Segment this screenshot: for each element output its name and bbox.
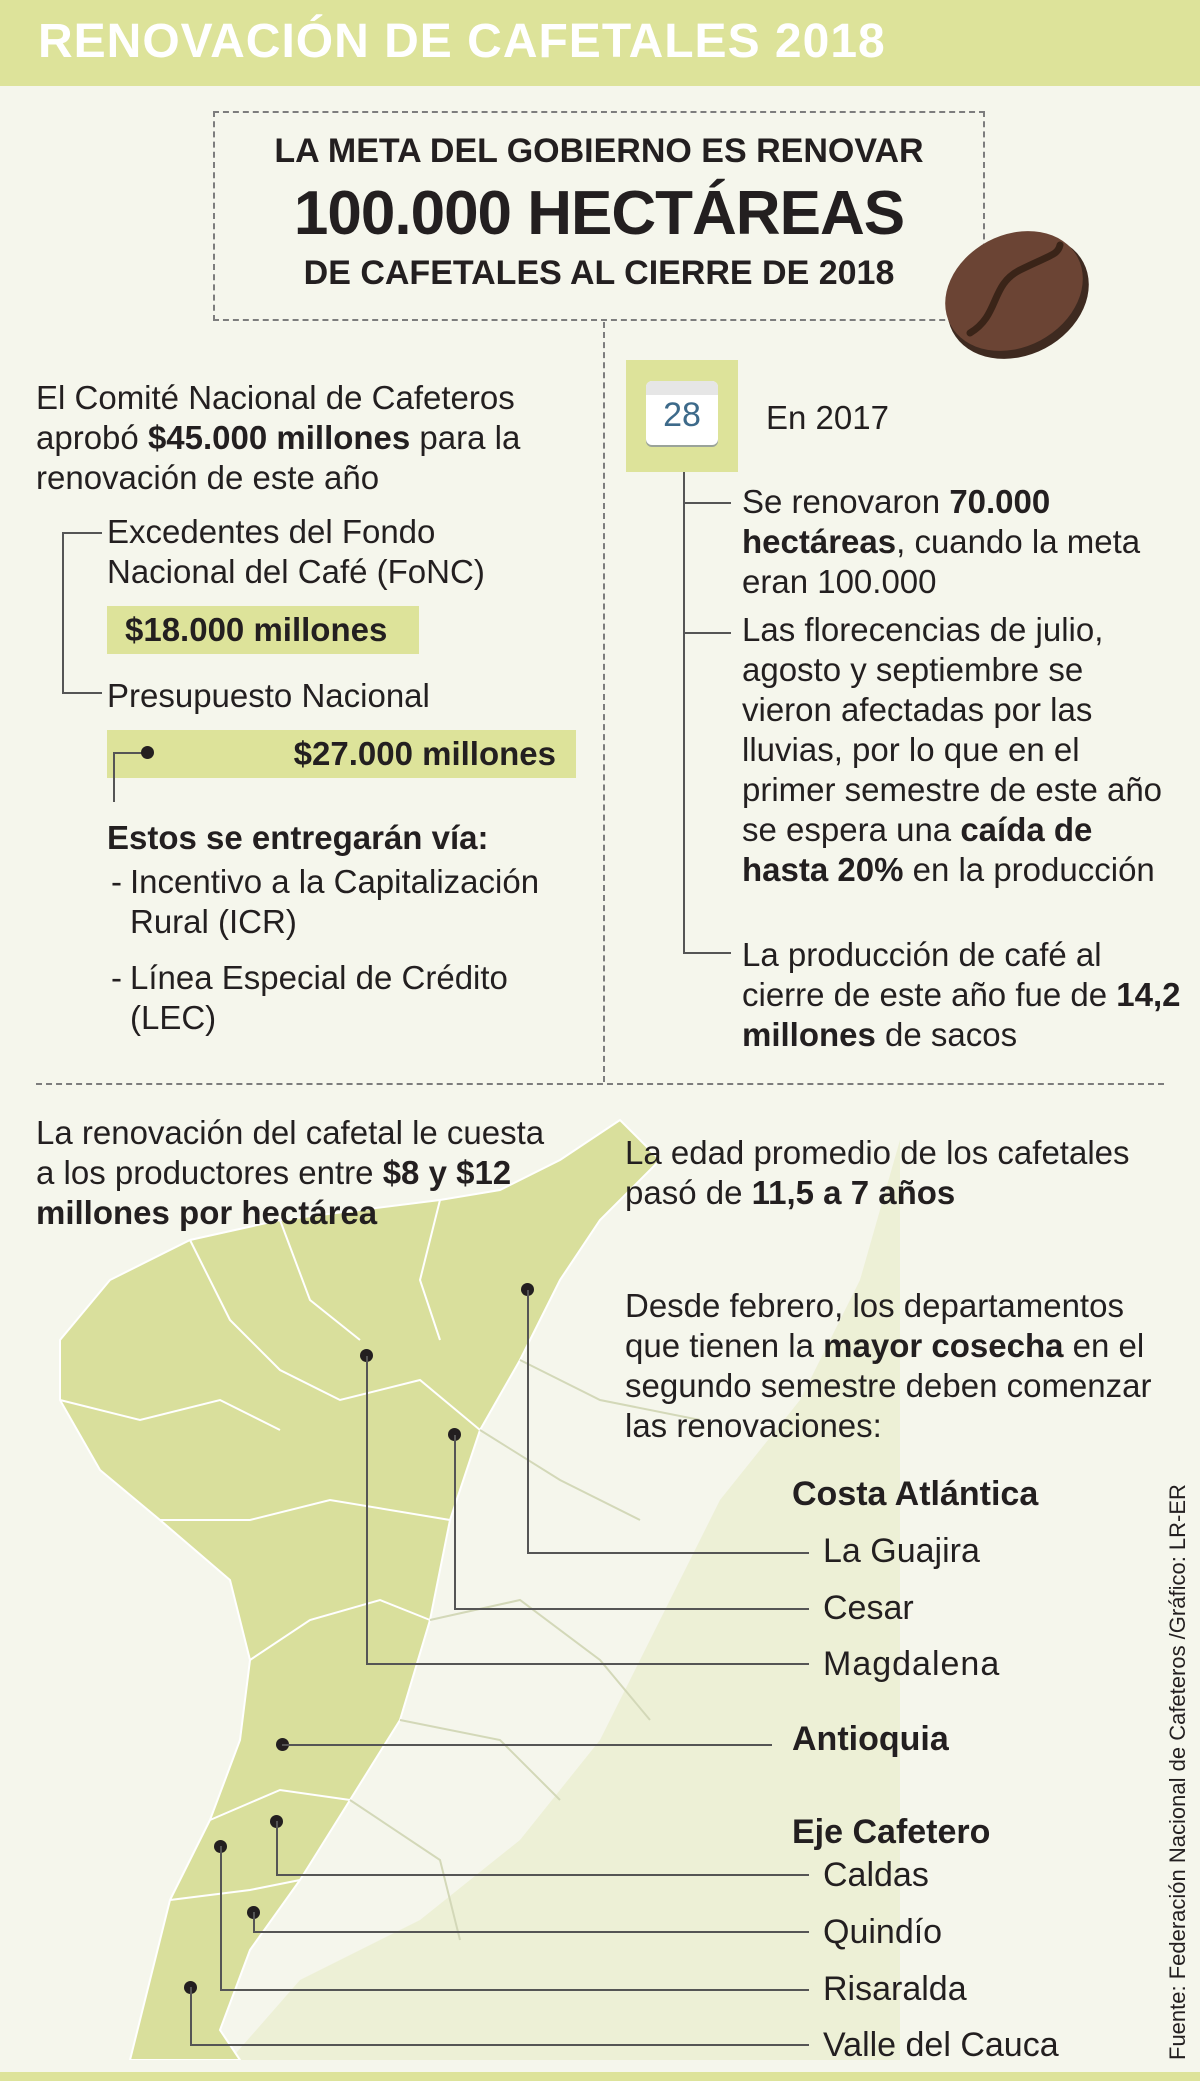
- antioquia-leader: [282, 1744, 772, 1746]
- source2-dot: [141, 746, 154, 759]
- age-text: La edad promedio de los cafetales pasó d…: [625, 1134, 1130, 1211]
- fact-production: La producción de café al cierre de este …: [742, 936, 1181, 1053]
- bracket-tick-2: [62, 692, 102, 694]
- source2-connector-down: [113, 752, 115, 802]
- page-title: RENOVACIÓN DE CAFETALES 2018: [38, 15, 886, 68]
- valle-leader-v: [190, 1987, 192, 2045]
- quindio-leader-h: [253, 1931, 809, 1933]
- vertical-divider: [603, 322, 605, 1082]
- delivery-item-icr: Incentivo a la Capitalización Rural (ICR…: [130, 863, 540, 940]
- colombia-map: [59, 1118, 900, 2060]
- guajira-dot: [521, 1283, 534, 1296]
- dept-caldas: Caldas: [823, 1856, 929, 1894]
- funding-bracket: [62, 532, 64, 694]
- region-costa-atlantica: Costa Atlántica: [792, 1475, 1039, 1513]
- valle-leader-h: [190, 2044, 809, 2046]
- region-eje-cafetero: Eje Cafetero: [792, 1813, 991, 1851]
- delivery-item-lec: Línea Especial de Crédito (LEC): [130, 959, 508, 1036]
- caldas-leader-h: [276, 1874, 809, 1876]
- caldas-leader-v: [276, 1821, 278, 1875]
- risaralda-leader-h: [220, 1989, 809, 1991]
- fact2-tick: [683, 632, 731, 634]
- since-february-text: Desde febrero, los departamentos que tie…: [625, 1287, 1152, 1444]
- fact3-tick: [683, 952, 731, 954]
- source2-connector: [113, 752, 147, 754]
- guajira-leader-v: [527, 1290, 529, 1553]
- title-bar: [0, 0, 1200, 86]
- dept-risaralda: Risaralda: [823, 1970, 967, 2008]
- magdalena-dot: [360, 1349, 373, 1362]
- magdalena-leader-h: [366, 1663, 809, 1665]
- goal-box: [213, 111, 985, 321]
- bracket-tick-1: [62, 532, 102, 534]
- goal-line-2: 100.000 HECTÁREAS: [293, 179, 905, 248]
- dept-la-guajira: La Guajira: [823, 1532, 980, 1570]
- goal-line-3: DE CAFETALES AL CIERRE DE 2018: [303, 254, 895, 292]
- cesar-dot: [448, 1428, 461, 1441]
- source2-amount: $27.000 millones: [107, 730, 576, 778]
- guajira-leader-h: [527, 1552, 809, 1554]
- delivery-heading: Estos se entregarán vía:: [107, 819, 489, 856]
- goal-line-1: LA META DEL GOBIERNO ES RENOVAR: [274, 132, 924, 170]
- bottom-bar: [0, 2072, 1200, 2081]
- calendar-day: 28: [663, 396, 701, 434]
- magdalena-leader-v: [366, 1356, 368, 1664]
- facts-timeline: [683, 472, 685, 952]
- calendar-icon-header: [646, 381, 718, 395]
- source-credit: Fuente: Federación Nacional de Cafeteros…: [1165, 1484, 1190, 2060]
- cesar-leader-v: [454, 1435, 456, 1609]
- source1-label: Excedentes del Fondo Nacional del Café (…: [107, 513, 485, 590]
- source2-label: Presupuesto Nacional: [107, 677, 430, 714]
- fact-rains: Las florecencias de julio, agosto y sept…: [742, 611, 1163, 888]
- cesar-leader-h: [454, 1608, 809, 1610]
- risaralda-leader-v: [220, 1846, 222, 1990]
- dept-cesar: Cesar: [823, 1589, 914, 1627]
- delivery-dash-1: -: [111, 863, 122, 900]
- delivery-dash-2: -: [111, 959, 122, 996]
- fact1-tick: [683, 502, 731, 504]
- dept-valle-del-cauca: Valle del Cauca: [823, 2026, 1059, 2064]
- region-antioquia: Antioquia: [792, 1720, 949, 1758]
- quindio-leader-v: [253, 1912, 255, 1932]
- funding-intro: El Comité Nacional de Cafeteros aprobó $…: [36, 379, 521, 496]
- year-2017-heading: En 2017: [766, 399, 889, 436]
- dept-magdalena: Magdalena: [823, 1645, 1001, 1683]
- dept-quindio: Quindío: [823, 1913, 943, 1951]
- coffee-bean-icon: [945, 231, 1089, 359]
- cost-text: La renovación del cafetal le cuesta a lo…: [36, 1114, 545, 1231]
- horizontal-divider: [36, 1083, 1164, 1085]
- source1-amount: $18.000 millones: [107, 606, 419, 654]
- fact-renovated: Se renovaron 70.000 hectáreas, cuando la…: [742, 483, 1141, 600]
